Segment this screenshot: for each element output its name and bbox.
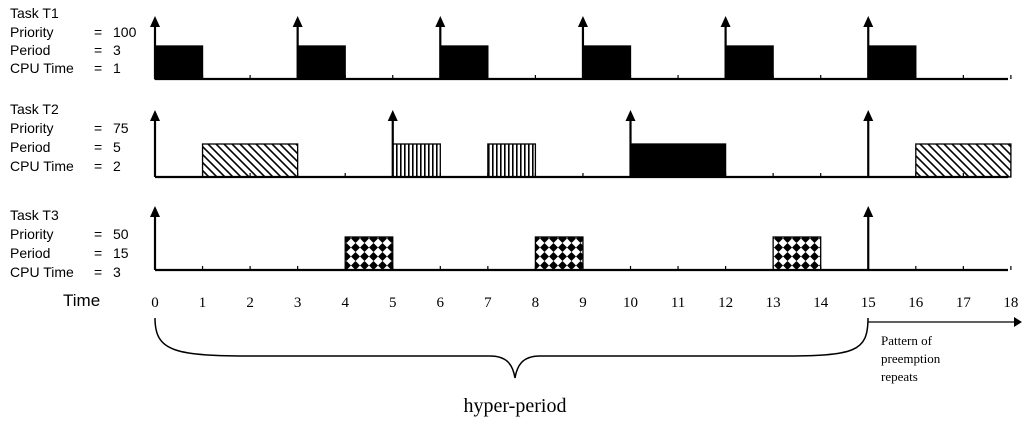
task-t3-execution-block bbox=[534, 236, 584, 271]
task-t3-period-eq: = bbox=[94, 245, 102, 261]
pattern-note-line-3: repeats bbox=[881, 369, 918, 384]
task-t2-period-label: Period bbox=[10, 139, 50, 155]
task-t1-period-label: Period bbox=[10, 42, 50, 58]
task-t3-timeline bbox=[150, 206, 1012, 272]
time-tick-label: 3 bbox=[294, 295, 302, 311]
task-t3-period-value: 15 bbox=[113, 245, 129, 261]
task-t1-priority-value: 100 bbox=[113, 24, 137, 40]
time-tick-label: 10 bbox=[623, 295, 638, 311]
task-t2-priority-label: Priority bbox=[10, 120, 54, 136]
time-axis-ticks: 0 1 2 3 4 5 6 7 8 9 10 11 12 13 14 15 16 17 18 bbox=[151, 295, 1018, 311]
task-t2-period-value: 5 bbox=[113, 139, 121, 155]
task-t3-priority-label: Priority bbox=[10, 226, 54, 242]
task-t2-arrival-arrowhead bbox=[625, 110, 636, 121]
time-tick-label: 12 bbox=[718, 295, 733, 311]
task-t1-name: Task T1 bbox=[10, 5, 59, 21]
task-t1-cpu-label: CPU Time bbox=[10, 60, 74, 76]
time-tick-label: 5 bbox=[389, 295, 397, 311]
task-t1-execution-block bbox=[439, 45, 489, 80]
task-t1-timeline bbox=[150, 16, 1012, 81]
time-tick-label: 0 bbox=[151, 295, 159, 311]
task-t2-cpu-eq: = bbox=[94, 158, 102, 174]
task-t3-name: Task T3 bbox=[10, 207, 59, 223]
task-t2-execution-block bbox=[201, 143, 299, 178]
task-t3-period-label: Period bbox=[10, 245, 50, 261]
task-t1-cpu-eq: = bbox=[94, 60, 102, 76]
time-tick-label: 4 bbox=[341, 295, 349, 311]
time-tick-label: 15 bbox=[861, 295, 876, 311]
task-t1-arrival-arrowhead bbox=[863, 16, 874, 27]
task-t1-period-value: 3 bbox=[113, 42, 121, 58]
task-t1-execution-block bbox=[296, 45, 346, 80]
hyper-period-label: hyper-period bbox=[464, 395, 567, 417]
time-tick-label: 14 bbox=[813, 295, 829, 311]
time-tick-label: 17 bbox=[956, 295, 972, 311]
task-t2-priority-value: 75 bbox=[113, 120, 129, 136]
task-t3-info: Task T3 Priority = 50 Period = 15 CPU Ti… bbox=[10, 207, 129, 280]
pattern-note-line-1: Pattern of bbox=[881, 333, 933, 348]
task-t3-arrival-arrowhead bbox=[150, 206, 160, 217]
time-tick-label: 6 bbox=[437, 295, 445, 311]
task-t2-execution-block bbox=[392, 143, 441, 178]
task-t2-execution-block bbox=[487, 143, 537, 178]
task-t1-execution-block bbox=[724, 45, 774, 80]
task-t3-cpu-value: 3 bbox=[113, 264, 121, 280]
task-t1-info: Task T1 Priority = 100 Period = 3 CPU Ti… bbox=[10, 5, 137, 76]
task-t1-execution-block bbox=[582, 45, 632, 80]
task-t1-arrival-arrowhead bbox=[577, 16, 588, 27]
task-t2-cpu-value: 2 bbox=[113, 158, 121, 174]
task-t2-period-eq: = bbox=[94, 139, 102, 155]
task-t1-priority-label: Priority bbox=[10, 24, 54, 40]
time-tick-label: 7 bbox=[484, 295, 492, 311]
task-t3-execution-block bbox=[772, 236, 822, 271]
time-tick-label: 8 bbox=[532, 295, 540, 311]
task-t2-execution-block bbox=[629, 143, 727, 178]
task-t2-arrival-arrowhead bbox=[150, 110, 160, 121]
task-t2-name: Task T2 bbox=[10, 101, 59, 117]
time-tick-label: 2 bbox=[246, 295, 254, 311]
hyper-period-brace bbox=[154, 317, 869, 379]
task-t1-arrival-arrowhead bbox=[435, 16, 446, 27]
task-t3-execution-block bbox=[344, 236, 394, 271]
task-t3-cpu-label: CPU Time bbox=[10, 264, 74, 280]
task-t2-execution-block bbox=[915, 143, 1012, 178]
task-t3-priority-value: 50 bbox=[113, 226, 129, 242]
task-t1-arrival-arrowhead bbox=[150, 16, 160, 27]
task-t1-cpu-value: 1 bbox=[113, 60, 121, 76]
task-t1-period-eq: = bbox=[94, 42, 102, 58]
task-t1-arrival-arrowhead bbox=[720, 16, 731, 27]
task-t2-cpu-label: CPU Time bbox=[10, 158, 74, 174]
time-tick-label: 13 bbox=[766, 295, 781, 311]
repeat-arrow-head bbox=[1014, 317, 1022, 327]
task-t2-arrival-arrowhead bbox=[387, 110, 398, 121]
time-tick-label: 1 bbox=[199, 295, 207, 311]
task-t3-arrival-arrowhead bbox=[863, 206, 874, 217]
time-tick-label: 16 bbox=[908, 295, 924, 311]
task-t1-execution-block bbox=[867, 45, 917, 80]
time-tick-label: 11 bbox=[671, 295, 685, 311]
time-tick-label: 18 bbox=[1003, 295, 1018, 311]
time-tick-label: 9 bbox=[579, 295, 587, 311]
task-t2-timeline bbox=[150, 110, 1012, 179]
task-t3-cpu-eq: = bbox=[94, 264, 102, 280]
task-t1-arrival-arrowhead bbox=[292, 16, 303, 27]
task-t1-execution-block bbox=[154, 45, 204, 80]
task-t2-arrival-arrowhead bbox=[863, 110, 874, 121]
task-t2-priority-eq: = bbox=[94, 120, 102, 136]
task-t2-info: Task T2 Priority = 75 Period = 5 CPU Tim… bbox=[10, 101, 129, 174]
task-t3-priority-eq: = bbox=[94, 226, 102, 242]
pattern-note-line-2: preemption bbox=[881, 351, 941, 366]
time-axis-label: Time bbox=[63, 291, 100, 310]
task-t1-priority-eq: = bbox=[94, 24, 102, 40]
